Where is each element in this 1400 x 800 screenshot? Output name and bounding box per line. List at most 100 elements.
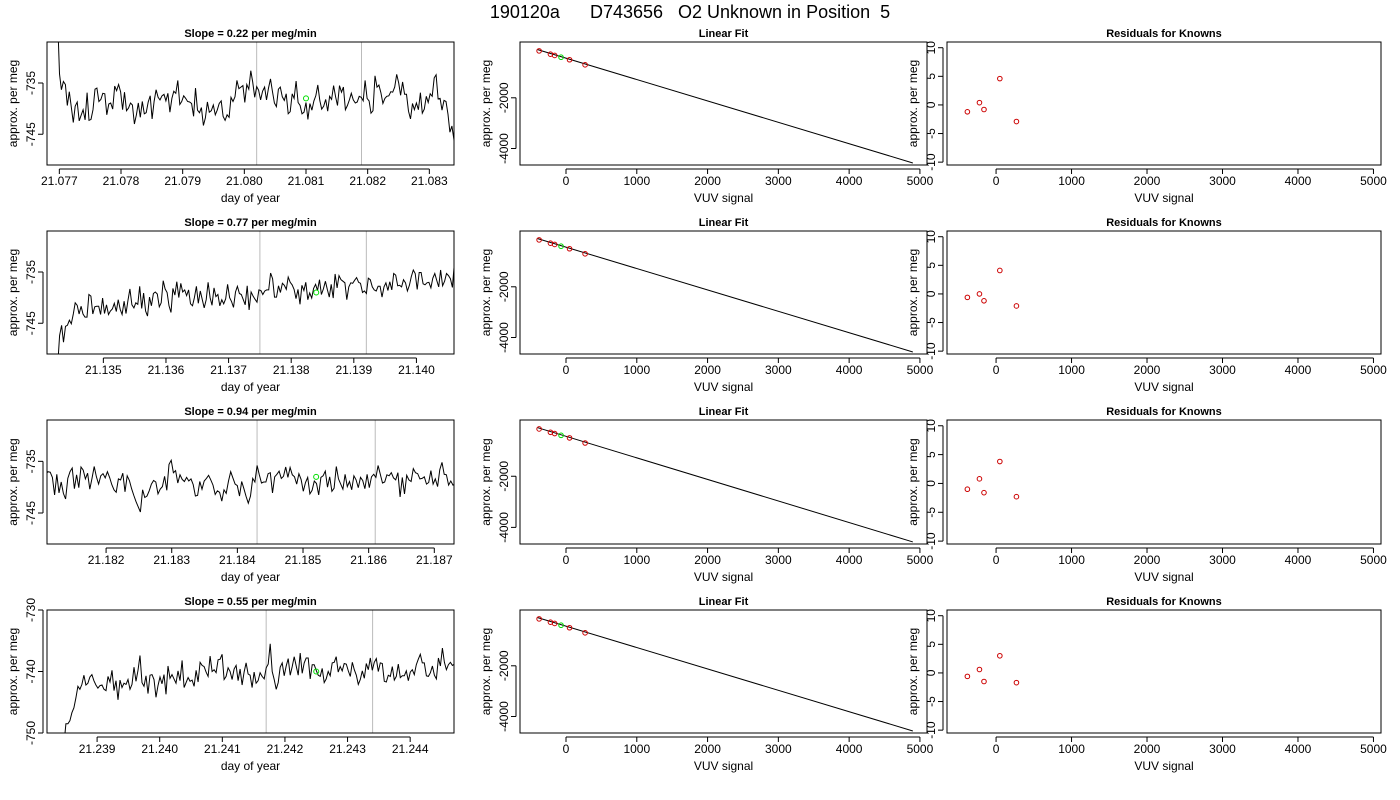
row4-timeseries: Slope = 0.55 per meg/min 21.239 21.240 21.2… <box>6 596 455 773</box>
x-axis-title: VUV signal <box>694 380 753 394</box>
y-tick-label: -10 <box>924 721 938 739</box>
y-axis-title: approx. per meg <box>6 438 20 525</box>
residual-point <box>981 106 987 113</box>
row1-fit: Linear Fit 0 1000 2000 3000 4000 5000 VUV signa… <box>479 28 934 205</box>
unknown-marker <box>313 473 320 480</box>
unknown-point <box>558 54 564 61</box>
residual-point <box>981 678 987 685</box>
y-tick-label: -750 <box>24 721 38 745</box>
known-point <box>536 237 542 243</box>
y-tick-label: -4000 <box>497 512 511 543</box>
residual-point <box>976 476 983 482</box>
y-tick-label: -10 <box>924 153 938 171</box>
plot-frame <box>46 609 455 734</box>
y-tick-label: 10 <box>924 41 938 55</box>
y-tick-label: -10 <box>924 342 938 360</box>
y-tick-label: 10 <box>924 419 938 433</box>
known-point <box>566 245 573 252</box>
x-tick-label: 1000 <box>1058 742 1085 756</box>
x-tick-label: 2000 <box>694 363 721 377</box>
residual-point <box>976 666 983 673</box>
residual-point <box>976 99 983 106</box>
x-tick-label: 1000 <box>1058 174 1085 188</box>
y-tick-label: -735 <box>24 449 38 473</box>
x-tick-label: 3000 <box>1209 553 1236 567</box>
x-tick-label: 21.138 <box>273 363 310 377</box>
x-tick-label: 21.182 <box>88 553 125 567</box>
x-axis-title: VUV signal <box>694 759 753 773</box>
known-point <box>551 241 558 248</box>
plot-frame <box>519 230 928 355</box>
y-tick-label: -745 <box>24 122 38 146</box>
y-tick-label: 5 <box>924 262 938 269</box>
y-axis-title: approx. per meg <box>6 628 20 715</box>
plot-frame <box>46 419 455 545</box>
plot-data <box>964 267 1020 309</box>
unknown-point <box>558 622 564 629</box>
x-tick-label: 1000 <box>623 363 650 377</box>
residual-point <box>981 489 987 496</box>
x-tick-label: 4000 <box>836 174 863 188</box>
x-tick-label: 1000 <box>1058 553 1085 567</box>
x-axis-title: VUV signal <box>1134 570 1193 584</box>
x-tick-label: 2000 <box>1134 363 1161 377</box>
x-axis-title: day of year <box>221 380 280 394</box>
y-axis-title: approx. per meg <box>906 60 920 147</box>
x-tick-label: 1000 <box>623 174 650 188</box>
residual-point <box>964 673 971 680</box>
x-tick-label: 21.239 <box>79 742 116 756</box>
x-tick-label: 1000 <box>623 742 650 756</box>
known-point <box>551 620 558 627</box>
x-tick-label: 0 <box>993 174 1000 188</box>
x-tick-label: 21.077 <box>41 174 78 188</box>
x-tick-label: 3000 <box>765 553 792 567</box>
x-tick-label: 21.082 <box>349 174 386 188</box>
x-axis-title: VUV signal <box>694 191 753 205</box>
x-tick-label: 21.187 <box>416 553 453 567</box>
x-tick-label: 4000 <box>1285 742 1312 756</box>
unknown-point <box>558 432 564 439</box>
plot-data <box>64 643 454 733</box>
plot-frame <box>946 609 1382 734</box>
fit-line <box>537 427 913 543</box>
y-tick-label: 5 <box>924 641 938 648</box>
x-tick-label: 21.080 <box>226 174 263 188</box>
known-point <box>582 62 588 68</box>
y-tick-label: -4000 <box>497 133 511 164</box>
known-point <box>582 630 588 636</box>
x-axis-title: VUV signal <box>1134 191 1193 205</box>
plot-title: Residuals for Knowns <box>1106 596 1222 608</box>
plot-data <box>57 262 454 354</box>
y-tick-label: -4000 <box>497 322 511 353</box>
plot-title: Slope = 0.55 per meg/min <box>184 596 317 608</box>
y-tick-label: -10 <box>924 532 938 550</box>
x-tick-label: 1000 <box>623 553 650 567</box>
plot-title: Residuals for Knowns <box>1106 406 1222 418</box>
plot-title: Linear Fit <box>699 28 749 40</box>
x-tick-label: 3000 <box>765 174 792 188</box>
time-series-line <box>64 643 454 733</box>
plot-title: Linear Fit <box>699 406 749 418</box>
x-tick-label: 21.184 <box>219 553 256 567</box>
x-tick-label: 21.183 <box>153 553 190 567</box>
residual-point <box>997 652 1003 659</box>
y-axis-title: approx. per meg <box>479 628 493 715</box>
known-point <box>551 430 558 437</box>
known-point <box>536 616 542 622</box>
y-tick-label: -740 <box>24 659 38 683</box>
x-tick-label: 4000 <box>836 363 863 377</box>
residual-point <box>1013 303 1020 309</box>
x-tick-label: 21.185 <box>285 553 322 567</box>
residual-point <box>964 486 971 493</box>
y-tick-label: 10 <box>924 230 938 244</box>
plot-frame <box>46 41 455 166</box>
x-tick-label: 5000 <box>907 742 934 756</box>
unknown-point <box>558 243 564 250</box>
x-tick-label: 21.139 <box>335 363 372 377</box>
x-tick-label: 21.140 <box>398 363 435 377</box>
residual-point <box>1013 118 1020 125</box>
x-tick-label: 2000 <box>1134 174 1161 188</box>
y-tick-label: 0 <box>924 101 938 108</box>
plot-frame <box>519 419 928 545</box>
y-tick-label: -2000 <box>497 461 511 492</box>
